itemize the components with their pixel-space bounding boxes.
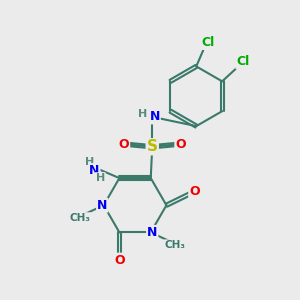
- Text: H: H: [96, 173, 105, 183]
- Text: O: O: [114, 254, 125, 267]
- Text: H: H: [85, 157, 94, 167]
- Text: N: N: [97, 199, 107, 212]
- Text: H: H: [138, 109, 147, 119]
- Text: O: O: [175, 138, 186, 151]
- Text: S: S: [147, 139, 158, 154]
- Text: CH₃: CH₃: [164, 240, 185, 250]
- Text: N: N: [149, 110, 160, 123]
- Text: Cl: Cl: [236, 56, 250, 68]
- Text: CH₃: CH₃: [69, 213, 90, 223]
- Text: N: N: [147, 226, 158, 239]
- Text: O: O: [189, 185, 200, 198]
- Text: O: O: [118, 138, 129, 151]
- Text: Cl: Cl: [202, 36, 215, 49]
- Text: N: N: [89, 164, 100, 177]
